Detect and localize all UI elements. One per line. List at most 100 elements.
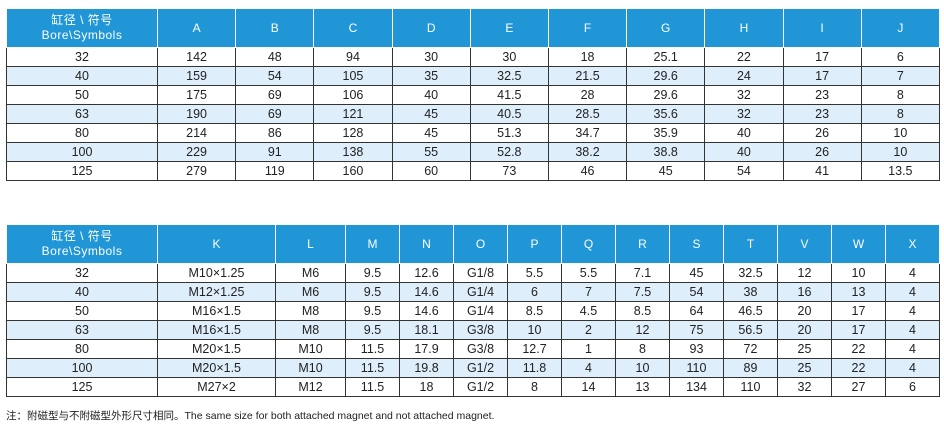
value-cell: 48 — [235, 47, 315, 67]
column-header-r: R — [615, 224, 670, 264]
value-cell: 11.5 — [345, 339, 400, 359]
value-cell: 91 — [235, 142, 315, 162]
value-cell: 9.5 — [345, 263, 400, 283]
value-cell: 40 — [704, 142, 784, 162]
bore-cell: 125 — [6, 377, 158, 397]
value-cell: 14.6 — [399, 301, 454, 321]
bore-cell: 63 — [6, 104, 158, 124]
bore-cell: 125 — [6, 161, 158, 181]
value-cell: 32 — [704, 85, 784, 105]
value-cell: 10 — [831, 263, 886, 283]
value-cell: 55 — [391, 142, 471, 162]
column-header-i: I — [782, 8, 862, 48]
bore-cell: 40 — [6, 66, 158, 86]
column-header-d: D — [391, 8, 471, 48]
column-header-j: J — [860, 8, 941, 48]
column-header-a: A — [156, 8, 237, 48]
bore-cell: 63 — [6, 320, 158, 340]
value-cell: 16 — [777, 282, 832, 302]
column-header-f: F — [547, 8, 628, 48]
value-cell: M10 — [275, 339, 346, 359]
value-cell: 10 — [860, 142, 941, 162]
value-cell: 214 — [156, 123, 237, 143]
column-header-k: K — [157, 224, 276, 264]
table-row: 100 229 91 138 55 52.8 38.2 38.8 40 26 10 — [6, 142, 941, 162]
column-header-m: M — [345, 224, 400, 264]
value-cell: 7 — [860, 66, 941, 86]
value-cell: 22 — [704, 47, 784, 67]
value-cell: 46 — [547, 161, 628, 181]
bore-cell: 50 — [6, 301, 158, 321]
value-cell: 75 — [669, 320, 724, 340]
column-header-t: T — [723, 224, 778, 264]
value-cell: 160 — [313, 161, 393, 181]
column-header-c: C — [313, 8, 393, 48]
table-row: 32 M10×1.25 M6 9.5 12.6 G1/8 5.5 5.5 7.1 45 32.5 12… — [6, 263, 940, 283]
value-cell: 4 — [561, 358, 616, 378]
footnote: 注：附磁型与不附磁型外形尺寸相同。The same size for both … — [6, 410, 495, 422]
value-cell: 73 — [469, 161, 549, 181]
table-row: 50 175 69 106 40 41.5 28 29.6 32 23 8 — [6, 85, 941, 105]
value-cell: 54 — [669, 282, 724, 302]
bore-symbols-header: 缸径 \ 符号 Bore\Symbols — [6, 224, 158, 264]
value-cell: 41 — [782, 161, 862, 181]
bore-cell: 80 — [6, 123, 158, 143]
table-row: 63 M16×1.5 M8 9.5 18.1 G3/8 10 2 12 75 56.5 20 17 4 — [6, 320, 940, 340]
value-cell: 8 — [860, 85, 941, 105]
column-header-b: B — [235, 8, 315, 48]
value-cell: 4 — [885, 339, 940, 359]
value-cell: 4 — [885, 301, 940, 321]
column-header-g: G — [626, 8, 706, 48]
bore-symbols-header: 缸径 \ 符号 Bore\Symbols — [6, 8, 158, 48]
value-cell: 69 — [235, 85, 315, 105]
value-cell: 25.1 — [626, 47, 706, 67]
value-cell: 21.5 — [547, 66, 628, 86]
column-header-l: L — [275, 224, 346, 264]
value-cell: 18.1 — [399, 320, 454, 340]
value-cell: 69 — [235, 104, 315, 124]
value-cell: G1/2 — [453, 377, 508, 397]
value-cell: 2 — [561, 320, 616, 340]
value-cell: M6 — [275, 282, 346, 302]
value-cell: 28 — [547, 85, 628, 105]
value-cell: 8.5 — [507, 301, 562, 321]
value-cell: 32 — [704, 104, 784, 124]
bore-cell: 32 — [6, 263, 158, 283]
value-cell: 105 — [313, 66, 393, 86]
value-cell: 10 — [860, 123, 941, 143]
column-header-x: X — [885, 224, 940, 264]
value-cell: 12 — [615, 320, 670, 340]
value-cell: 25 — [777, 339, 832, 359]
value-cell: 64 — [669, 301, 724, 321]
value-cell: 5.5 — [507, 263, 562, 283]
value-cell: 13 — [831, 282, 886, 302]
column-header-o: O — [453, 224, 508, 264]
table-row: 40 159 54 105 35 32.5 21.5 29.6 24 17 7 — [6, 66, 941, 86]
value-cell: 52.8 — [469, 142, 549, 162]
column-header-e: E — [469, 8, 549, 48]
value-cell: G1/4 — [453, 301, 508, 321]
value-cell: 28.5 — [547, 104, 628, 124]
value-cell: 17.9 — [399, 339, 454, 359]
value-cell: 6 — [885, 377, 940, 397]
value-cell: 12.6 — [399, 263, 454, 283]
value-cell: M10 — [275, 358, 346, 378]
value-cell: G3/8 — [453, 320, 508, 340]
value-cell: 9.5 — [345, 282, 400, 302]
value-cell: 35.9 — [626, 123, 706, 143]
column-header-p: P — [507, 224, 562, 264]
table-row: 80 M20×1.5 M10 11.5 17.9 G3/8 12.7 1 8 93 72 25 22 4 — [6, 339, 940, 359]
value-cell: 40.5 — [469, 104, 549, 124]
value-cell: 10 — [507, 320, 562, 340]
value-cell: 6 — [860, 47, 941, 67]
value-cell: 94 — [313, 47, 393, 67]
value-cell: 22 — [831, 339, 886, 359]
value-cell: 46.5 — [723, 301, 778, 321]
value-cell: 24 — [704, 66, 784, 86]
bore-cell: 100 — [6, 358, 158, 378]
value-cell: 138 — [313, 142, 393, 162]
value-cell: 9.5 — [345, 301, 400, 321]
value-cell: 134 — [669, 377, 724, 397]
column-header-h: H — [704, 8, 784, 48]
